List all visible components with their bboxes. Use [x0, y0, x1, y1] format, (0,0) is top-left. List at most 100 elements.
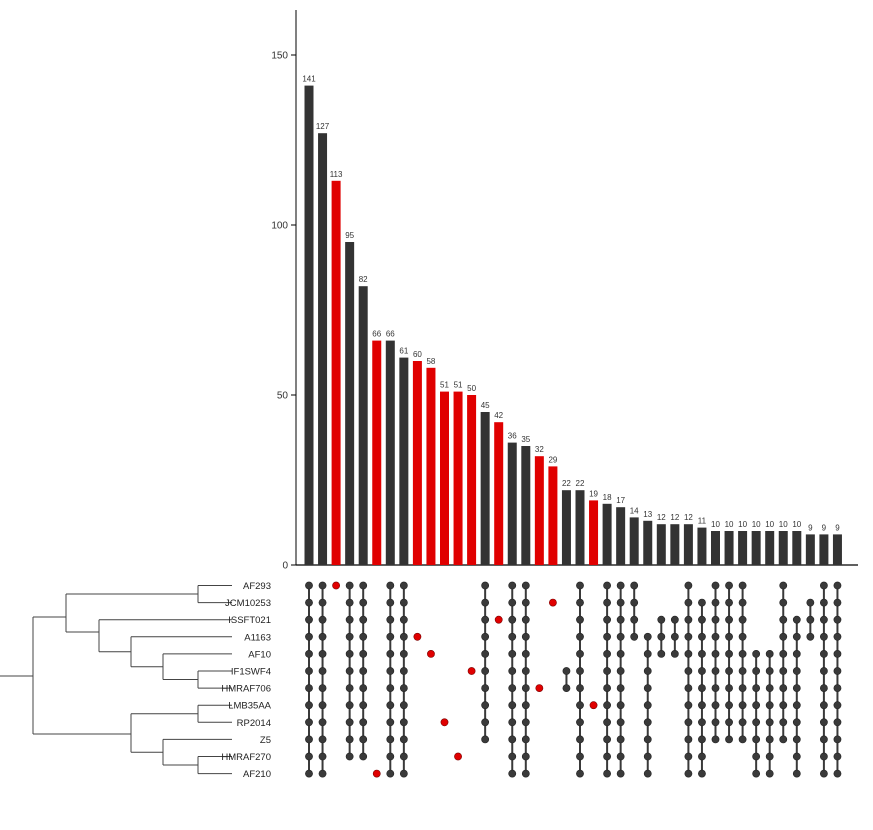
- bar-value-label: 61: [399, 347, 408, 356]
- membership-dot: [603, 701, 611, 710]
- membership-dot: [508, 769, 517, 778]
- y-tick-label: 100: [271, 221, 288, 232]
- bar: [683, 524, 693, 565]
- set-label: AF293: [243, 581, 271, 592]
- set-label: RP2014: [237, 718, 271, 729]
- membership-dot: [359, 581, 368, 590]
- membership-dot: [765, 735, 774, 744]
- membership-dot: [643, 650, 652, 658]
- membership-dot: [521, 701, 530, 710]
- membership-dot: [779, 598, 788, 607]
- bar-value-label: 141: [302, 75, 316, 84]
- bar: [711, 531, 720, 565]
- membership-dot: [508, 667, 517, 675]
- set-label: AF10: [248, 649, 271, 660]
- membership-dot: [386, 701, 395, 710]
- membership-dot: [670, 615, 679, 624]
- membership-dot: [481, 718, 490, 727]
- bar-value-label: 51: [440, 381, 449, 390]
- membership-dot: [779, 667, 788, 675]
- membership-dot: [806, 615, 815, 624]
- membership-dot: [305, 769, 313, 778]
- bar: [765, 531, 775, 565]
- bar-value-label: 82: [359, 275, 368, 284]
- bar: [805, 534, 815, 565]
- bar: [331, 180, 341, 566]
- bar-value-label: 13: [643, 510, 652, 519]
- set-label: HMRAF706: [221, 684, 271, 695]
- membership-dot: [318, 615, 327, 624]
- bar: [629, 517, 639, 565]
- set-label: Z5: [260, 735, 271, 746]
- membership-dot: [792, 615, 801, 624]
- membership-dot: [765, 701, 774, 710]
- set-label: HMRAF270: [221, 752, 271, 763]
- membership-dot: [345, 581, 354, 590]
- membership-dot: [413, 632, 422, 641]
- bar: [589, 500, 599, 565]
- membership-dot: [765, 752, 774, 761]
- membership-dot: [318, 667, 327, 675]
- membership-dot: [738, 684, 747, 692]
- membership-dot: [616, 752, 625, 761]
- membership-dot: [711, 667, 720, 675]
- membership-dot: [698, 752, 706, 761]
- membership-dot: [616, 701, 625, 710]
- membership-dot: [386, 684, 395, 692]
- membership-dot: [481, 701, 490, 710]
- membership-dot: [684, 598, 693, 607]
- bar: [643, 520, 653, 565]
- membership-dot: [399, 769, 408, 778]
- bar-value-label: 22: [562, 479, 571, 488]
- membership-dot: [833, 650, 842, 658]
- bar: [792, 531, 802, 565]
- membership-dot: [698, 769, 706, 778]
- membership-dot: [318, 701, 327, 710]
- membership-dot: [345, 667, 354, 675]
- membership-dot: [752, 701, 761, 710]
- membership-dot: [684, 684, 693, 692]
- membership-dot: [792, 718, 801, 727]
- membership-dot: [521, 598, 530, 607]
- membership-dot: [833, 684, 842, 692]
- membership-dot: [616, 667, 625, 675]
- membership-dot: [711, 598, 720, 607]
- membership-dot: [318, 598, 327, 607]
- bar-value-label: 18: [603, 493, 612, 502]
- bar-value-label: 10: [725, 520, 734, 529]
- membership-dot: [603, 598, 611, 607]
- membership-dot: [711, 735, 720, 744]
- intersection-bars: [304, 85, 842, 566]
- membership-dot: [603, 684, 611, 692]
- membership-dot: [765, 718, 774, 727]
- membership-dot: [779, 632, 788, 641]
- membership-dot: [684, 667, 693, 675]
- set-label: JCM10253: [225, 598, 271, 609]
- membership-dot: [332, 581, 340, 590]
- bar-value-label: 10: [752, 520, 761, 529]
- membership-dot: [603, 667, 611, 675]
- membership-dot: [521, 769, 530, 778]
- membership-dot: [684, 769, 693, 778]
- membership-dot: [698, 684, 706, 692]
- membership-dot: [684, 718, 693, 727]
- bar-value-label: 32: [535, 445, 544, 454]
- membership-dot: [725, 581, 733, 590]
- membership-dot: [399, 581, 408, 590]
- membership-dot: [345, 650, 354, 658]
- membership-dot: [481, 632, 490, 641]
- membership-dot: [738, 701, 747, 710]
- membership-dot: [616, 735, 625, 744]
- membership-dot: [576, 598, 584, 607]
- membership-dot: [589, 701, 598, 710]
- y-tick-label: 150: [271, 51, 288, 62]
- membership-dot: [752, 718, 761, 727]
- membership-dot: [792, 735, 801, 744]
- membership-dot: [318, 684, 327, 692]
- membership-dot: [454, 752, 462, 761]
- set-label: AF210: [243, 769, 271, 780]
- membership-dot: [305, 752, 313, 761]
- bar: [507, 442, 517, 565]
- membership-dot: [643, 769, 652, 778]
